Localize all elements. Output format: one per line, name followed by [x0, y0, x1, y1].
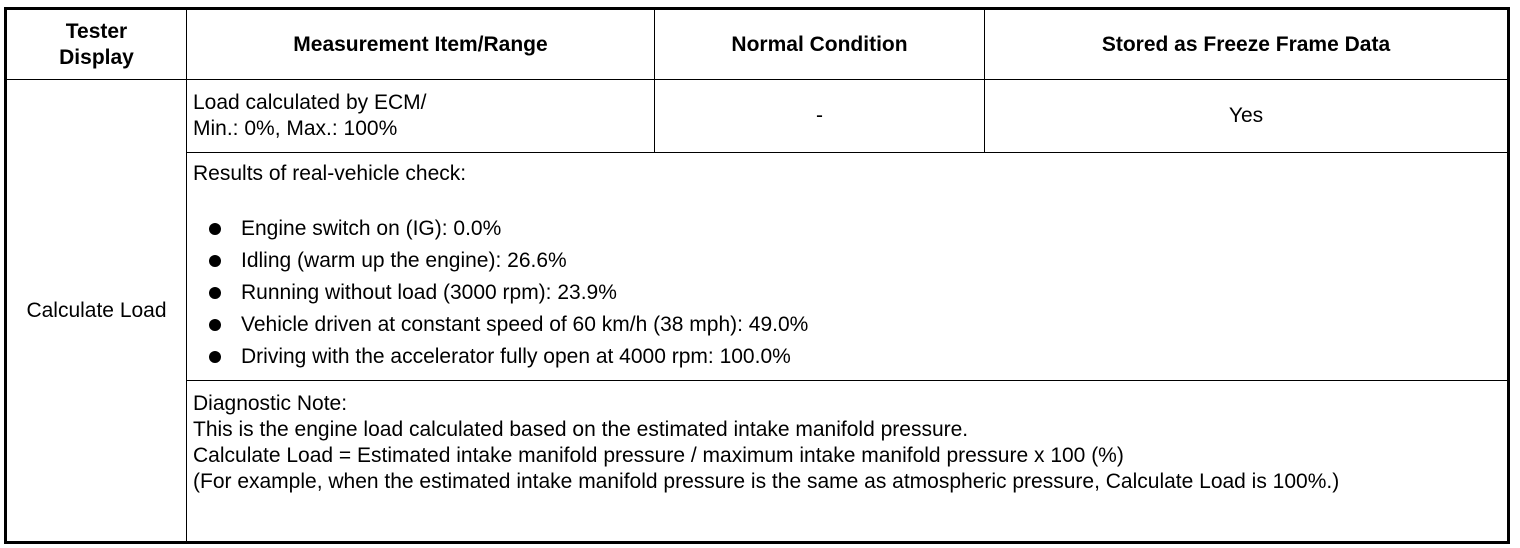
result-item: Idling (warm up the engine): 26.6% [193, 245, 1501, 277]
result-item: Vehicle driven at constant speed of 60 k… [193, 309, 1501, 341]
header-normal-condition: Normal Condition [654, 8, 985, 80]
result-item: Running without load (3000 rpm): 23.9% [193, 277, 1501, 309]
note-row: Diagnostic Note: This is the engine load… [6, 380, 1509, 543]
result-item: Driving with the accelerator fully open … [193, 341, 1501, 373]
bullet-icon [209, 255, 221, 267]
note-title: Diagnostic Note: [193, 392, 348, 415]
bullet-icon [209, 351, 221, 363]
diagnostic-note-cell: Diagnostic Note: This is the engine load… [186, 380, 1509, 543]
normal-condition-cell: - [654, 79, 985, 153]
note-line: This is the engine load calculated based… [193, 418, 969, 441]
measurement-cell: Load calculated by ECM/ Min.: 0%, Max.: … [186, 79, 655, 153]
result-item: Engine switch on (IG): 0.0% [193, 213, 1501, 245]
bullet-icon [209, 287, 221, 299]
header-freeze-frame: Stored as Freeze Frame Data [984, 8, 1509, 80]
freeze-frame-cell: Yes [984, 79, 1509, 153]
spec-table: Tester Display Measurement Item/Range No… [4, 7, 1510, 544]
header-row: Tester Display Measurement Item/Range No… [5, 8, 1509, 80]
results-row: Results of real-vehicle check: Engine sw… [6, 152, 1509, 381]
note-line: Calculate Load = Estimated intake manifo… [193, 444, 1124, 467]
bullet-icon [209, 319, 221, 331]
header-tester-display: Tester Display [5, 8, 187, 80]
bullet-icon [209, 223, 221, 235]
note-line: (For example, when the estimated intake … [193, 470, 1340, 493]
tester-display-cell: Calculate Load [5, 79, 187, 543]
results-title: Results of real-vehicle check: [193, 162, 467, 185]
measurement-line: Load calculated by ECM/ [193, 91, 427, 114]
measurement-row: Calculate Load Load calculated by ECM/ M… [5, 79, 1509, 543]
measurement-range: Min.: 0%, Max.: 100% [193, 117, 398, 140]
header-measurement: Measurement Item/Range [186, 8, 655, 80]
results-cell: Results of real-vehicle check: Engine sw… [186, 152, 1509, 381]
